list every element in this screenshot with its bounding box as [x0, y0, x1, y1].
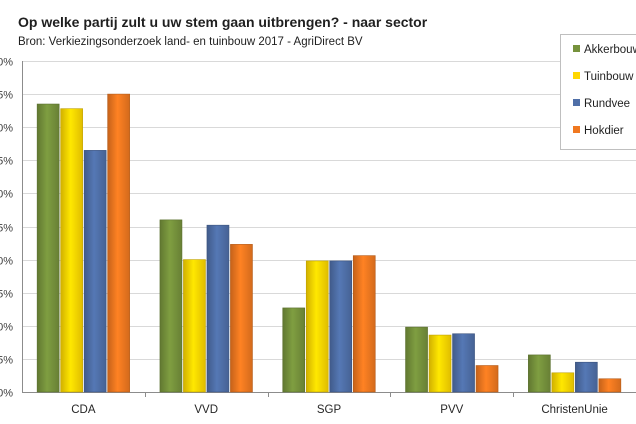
bar-rundvee-sgp: [329, 260, 353, 393]
chart-title: Op welke partij zult u uw stem gaan uitb…: [18, 14, 428, 30]
legend-item-hokdier: Hokdier: [573, 125, 624, 141]
y-tick-label: 5%: [0, 355, 13, 367]
y-tick-label: 50%: [0, 57, 13, 69]
y-tick-label: 25%: [0, 223, 13, 235]
bar-akkerbouw-christenunie: [528, 354, 551, 393]
bar-tuinbouw-christenunie: [551, 372, 575, 393]
legend-item-rundvee: Rundvee: [573, 98, 630, 114]
legend-label: Tuinbouw: [584, 71, 634, 83]
x-tick-label: SGP: [317, 404, 342, 416]
legend-swatch: [573, 99, 580, 107]
bar-tuinbouw-cda: [60, 108, 83, 393]
y-tick-label: 20%: [0, 256, 13, 268]
x-tick-label: ChristenUnie: [541, 404, 607, 416]
legend-item-tuinbouw: Tuinbouw: [573, 71, 633, 87]
bar-hokdier-sgp: [352, 255, 376, 393]
bar-akkerbouw-vvd: [159, 219, 183, 393]
bar-akkerbouw-cda: [36, 103, 60, 393]
y-tick-label: 40%: [0, 123, 13, 135]
x-tick-label: CDA: [71, 404, 96, 416]
bar-tuinbouw-pvv: [428, 334, 452, 393]
bar-tuinbouw-sgp: [305, 260, 329, 393]
legend-label: Akkerbouw: [584, 44, 636, 56]
legend-label: Rundvee: [584, 98, 631, 110]
legend: Akkerbouw Tuinbouw Rundvee Hokdier: [560, 34, 636, 150]
bar-hokdier-vvd: [230, 244, 253, 393]
bar-akkerbouw-sgp: [282, 307, 306, 393]
bar-rundvee-vvd: [206, 224, 230, 393]
bar-rundvee-christenunie: [575, 361, 598, 393]
y-tick-label: 35%: [0, 156, 13, 168]
x-tick-label: PVV: [440, 404, 463, 416]
legend-item-akkerbouw: Akkerbouw: [573, 44, 636, 60]
y-tick-label: 15%: [0, 289, 13, 301]
y-tick-label: 10%: [0, 322, 13, 334]
bar-tuinbouw-vvd: [183, 259, 206, 393]
bar-hokdier-christenunie: [598, 378, 622, 393]
bar-akkerbouw-pvv: [405, 326, 428, 393]
chart-subtitle: Bron: Verkiezingsonderzoek land- en tuin…: [18, 36, 363, 48]
bar-rundvee-cda: [83, 150, 107, 393]
legend-swatch: [573, 45, 580, 53]
legend-label: Hokdier: [584, 125, 624, 137]
legend-swatch: [573, 72, 580, 80]
bar-hokdier-cda: [107, 93, 130, 393]
y-tick-label: 0%: [0, 388, 13, 400]
y-tick-label: 45%: [0, 90, 13, 102]
y-tick-label: 30%: [0, 189, 13, 201]
bar-rundvee-pvv: [452, 333, 475, 393]
x-tick-label: VVD: [194, 404, 218, 416]
bar-hokdier-pvv: [475, 365, 499, 393]
legend-swatch: [573, 126, 580, 134]
